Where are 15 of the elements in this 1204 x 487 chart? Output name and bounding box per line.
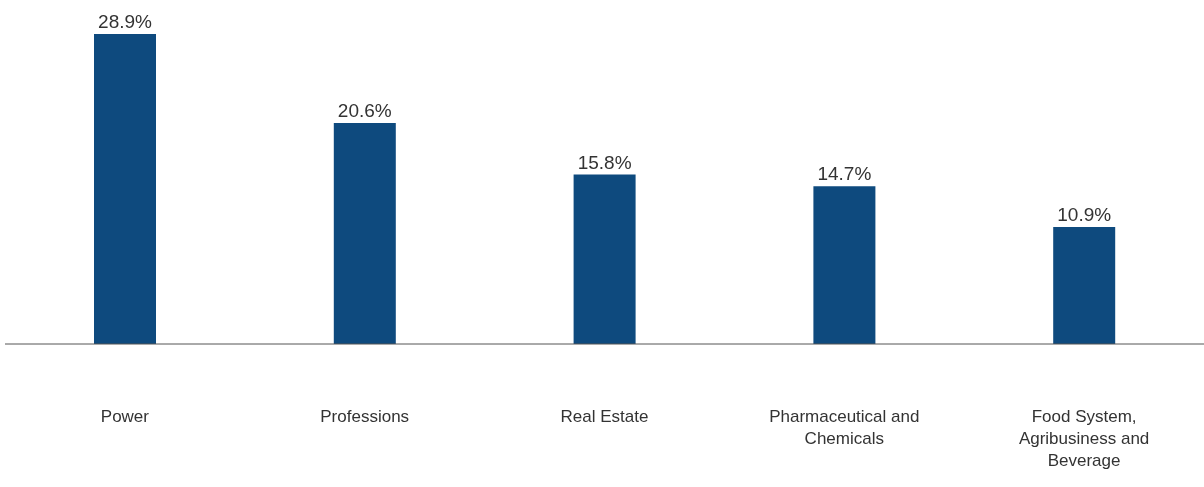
- data-label: 28.9%: [98, 11, 153, 32]
- x-tick-label: Power: [100, 407, 150, 426]
- bar: [573, 174, 636, 344]
- bar: [94, 34, 156, 344]
- data-label: 15.8%: [577, 151, 632, 173]
- x-tick-label: Food System, Agribusiness and Beverage: [1018, 407, 1150, 470]
- x-tick-label: Pharmaceutical and Chemicals: [769, 407, 920, 448]
- x-tick-label: Professions: [320, 407, 410, 426]
- bar: [1053, 227, 1116, 344]
- bar: [333, 123, 396, 344]
- data-label: 20.6%: [337, 100, 392, 122]
- data-label: 14.7%: [817, 163, 872, 185]
- x-tick-label: Real Estate: [560, 407, 649, 426]
- bar: [813, 186, 876, 344]
- data-label: 10.9%: [1057, 204, 1112, 226]
